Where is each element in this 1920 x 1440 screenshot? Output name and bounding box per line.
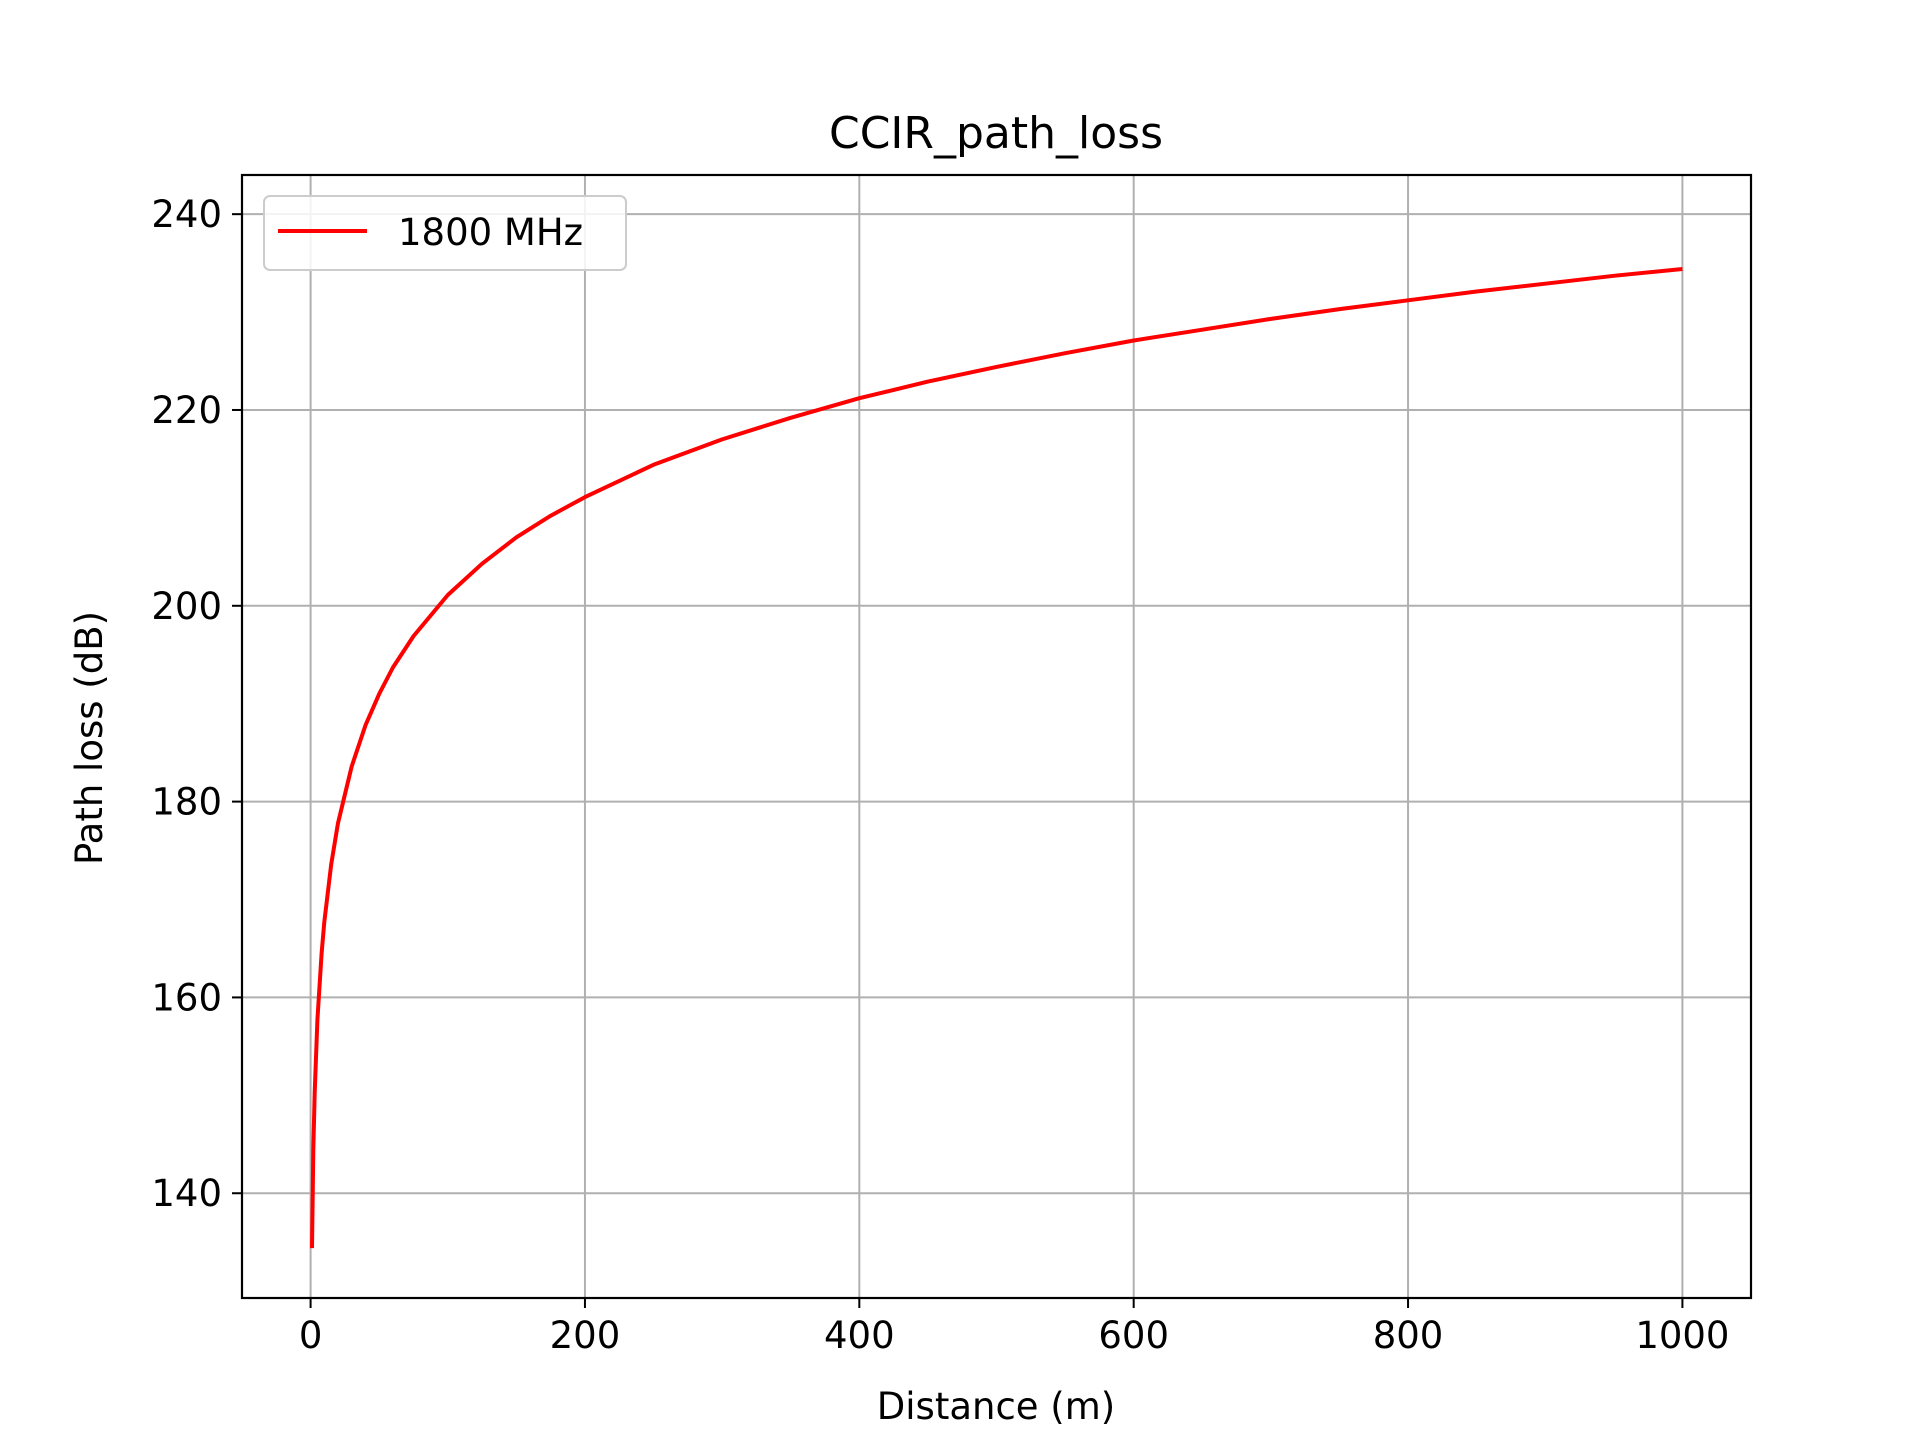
x-tick-label: 600 [1098,1314,1169,1357]
chart-title: CCIR_path_loss [829,108,1163,159]
plot-frame [240,173,1753,1300]
x-tick-label: 800 [1373,1314,1444,1357]
x-tick-label: 400 [824,1314,895,1357]
y-tick-label: 140 [151,1172,222,1215]
y-tick-label: 240 [151,193,222,236]
y-tick-label: 200 [151,585,222,628]
legend-box [263,195,627,271]
legend-label: 1800 MHz [398,211,583,254]
y-axis-label: Path loss (dB) [68,611,111,865]
y-tick-label: 160 [151,976,222,1019]
axis-ticks: 0 200 400 600 800 1000 140 160 180 200 220 240 [151,193,1729,1357]
x-axis-label: Distance (m) [877,1385,1115,1428]
x-tick-label: 200 [550,1314,621,1357]
y-tick-label: 220 [151,389,222,432]
series-lines [310,267,1683,1249]
legend: 1800 MHz [263,195,627,271]
x-tick-label: 1000 [1635,1314,1729,1357]
x-tick-label: 0 [299,1314,323,1357]
series-line-1800-mhz [310,267,1683,1249]
y-tick-label: 180 [151,781,222,824]
grid-lines [242,175,1751,1298]
